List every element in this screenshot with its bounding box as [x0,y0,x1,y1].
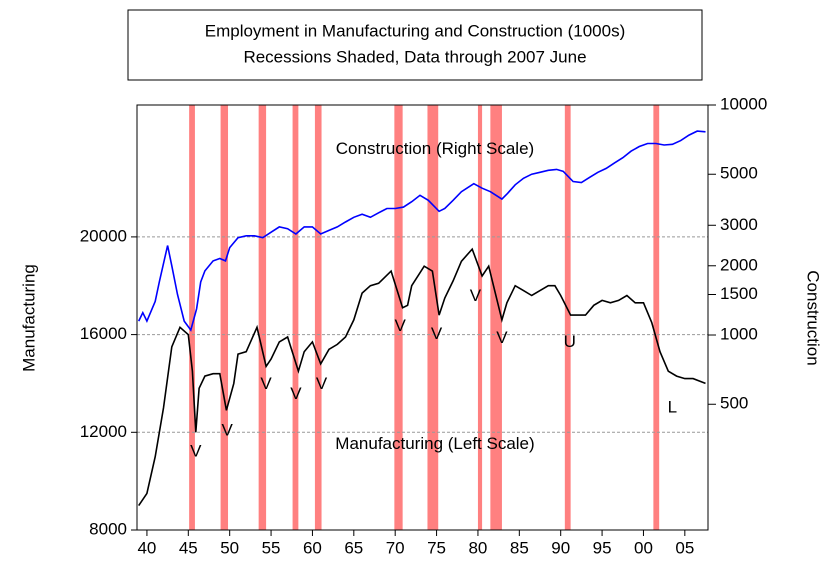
y-tick-label: 12000 [80,422,127,441]
recession-band [490,105,502,530]
y-axis-label: Manufacturing [19,264,38,372]
recession-band [653,105,660,530]
y-tick-label: 20000 [80,226,127,245]
x-tick-label: 95 [593,538,612,557]
series-line [137,130,706,332]
y2-tick-label: 10000 [720,94,767,113]
recession-label: L [668,397,677,416]
y-tick-label: 8000 [89,519,127,538]
recession-band [314,105,322,530]
chart-subtitle: Recessions Shaded, Data through 2007 Jun… [243,47,586,66]
recession-band [394,105,403,530]
recession-label: V [190,441,202,460]
recession-label: V [290,384,302,403]
recession-band [477,105,483,530]
y2-tick-label: 500 [720,394,748,413]
recession-label: V [260,374,272,393]
y2-tick-label: 1500 [720,284,758,303]
series-label: Manufacturing (Left Scale) [335,434,534,453]
x-tick-label: 65 [344,538,363,557]
plot-frame [136,104,709,531]
recession-band [292,105,299,530]
y2-tick-label: 2000 [720,255,758,274]
y2-tick-label: 1000 [720,324,758,343]
title-box [127,9,703,81]
recession-label: V [470,286,482,305]
x-tick-label: 45 [179,538,198,557]
x-tick-label: 90 [551,538,570,557]
recession-band [258,105,267,530]
recession-band [564,105,571,530]
x-tick-label: 80 [468,538,487,557]
series-label: Construction (Right Scale) [336,139,534,158]
y-tick-label: 16000 [80,324,127,343]
x-tick-label: 85 [510,538,529,557]
y2-tick-label: 3000 [720,215,758,234]
recession-label: V [431,324,443,343]
x-tick-label: 00 [634,538,653,557]
recession-label: V [496,328,508,347]
recession-label: V [394,316,406,335]
x-tick-label: 60 [303,538,322,557]
x-tick-label: 70 [386,538,405,557]
recession-band [220,105,229,530]
x-tick-label: 50 [220,538,239,557]
chart-title: Employment in Manufacturing and Construc… [205,21,626,40]
recession-band [427,105,439,530]
y2-tick-label: 5000 [720,164,758,183]
y2-axis-label: Construction [804,270,823,365]
recession-label: U [564,332,576,351]
recession-label: V [222,420,234,439]
recession-band [189,105,195,530]
x-tick-label: 55 [262,538,281,557]
series-line [138,247,706,507]
x-tick-label: 05 [675,538,694,557]
x-tick-label: 75 [427,538,446,557]
x-tick-label: 40 [137,538,156,557]
recession-label: V [316,374,328,393]
